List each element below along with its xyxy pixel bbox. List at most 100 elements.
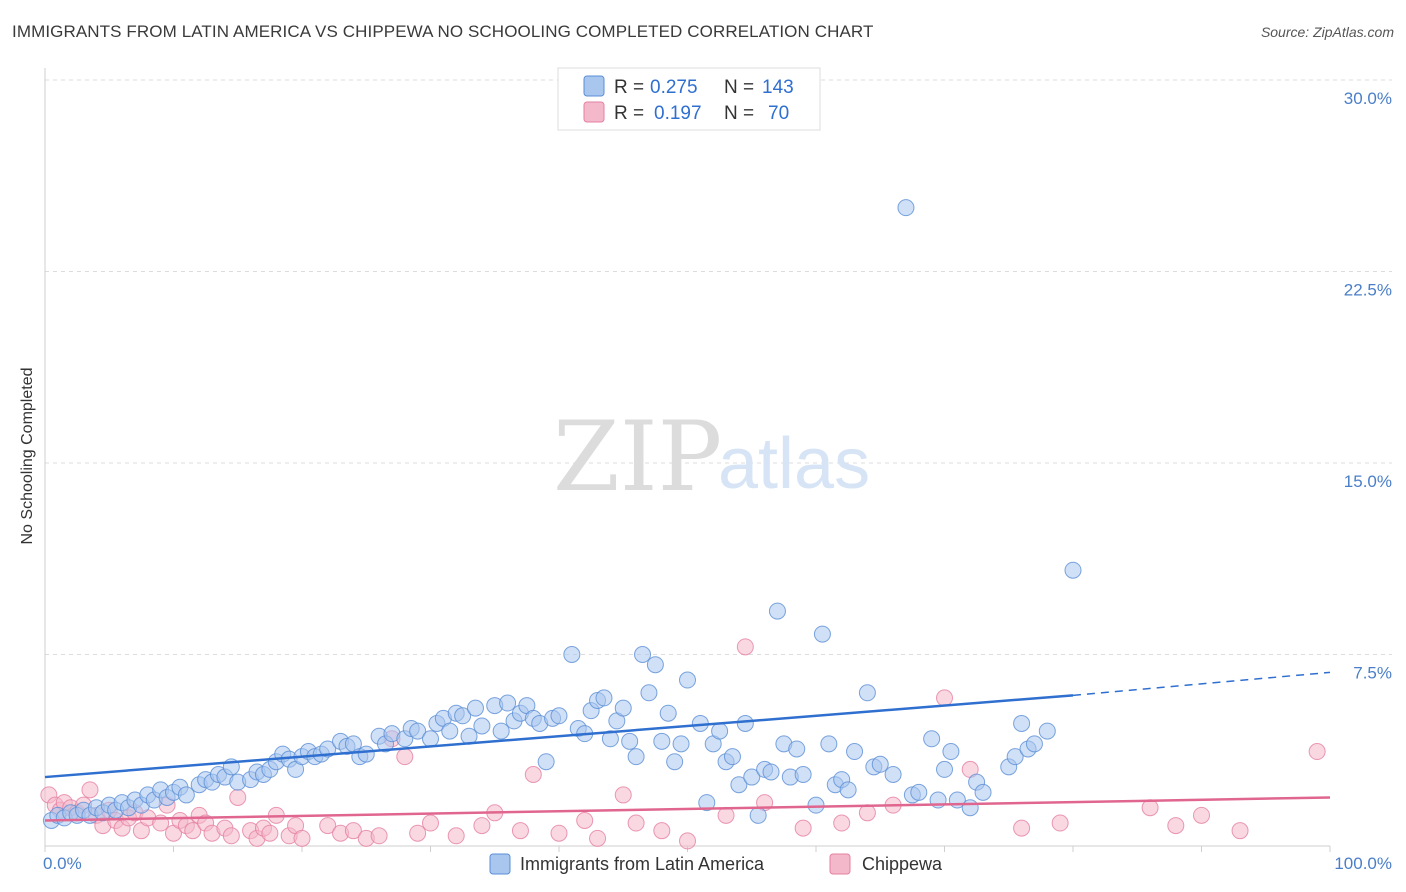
bottom-legend: Immigrants from Latin America Chippewa [489,853,943,875]
data-point [473,817,491,835]
data-point [261,824,279,842]
data-point [813,625,831,643]
data-point [672,735,690,753]
data-point [473,717,491,735]
x-tick-label: 0.0% [43,854,82,873]
data-point [653,822,671,840]
data-point [466,699,484,717]
watermark: ZIP atlas [553,401,870,513]
data-point [1025,735,1043,753]
data-point [319,740,337,758]
x-tick-label: 100.0% [1334,854,1392,873]
data-point [550,707,568,725]
trend-lines [44,671,1331,822]
data-point [936,760,953,778]
data-point [923,730,941,748]
watermark-zip: ZIP [553,401,722,513]
data-point [884,766,902,784]
data-point [81,781,99,799]
data-point [646,656,664,674]
data-point [492,722,510,740]
data-point [807,796,825,814]
y-tick-label: 30.0% [1344,89,1392,108]
data-point [1231,822,1249,840]
data-point [1006,748,1024,766]
data-point [762,763,780,781]
y-tick-label: 22.5% [1344,281,1392,300]
data-point [1064,561,1082,579]
data-point [743,768,761,786]
data-point [846,743,864,761]
data-point [614,786,632,804]
bottom-legend-swatch-pink [829,853,851,875]
data-point [679,671,696,689]
data-point [454,707,472,725]
data-point [621,732,639,750]
data-point [858,684,876,702]
legend-r-label-2: R = [614,103,644,124]
data-point [447,827,465,845]
y-tick-label: 7.5% [1353,664,1392,683]
data-point [563,646,581,663]
data-point [441,722,459,740]
legend-swatch-blue [583,75,605,97]
data-point [768,602,786,620]
data-point [910,783,928,801]
data-point [576,811,594,829]
legend-n-label-1: N = [724,77,754,98]
data-point [1308,743,1326,761]
chart-title: IMMIGRANTS FROM LATIN AMERICA VS CHIPPEW… [12,22,874,41]
data-point [222,827,240,845]
y-tick-labels: 7.5% 15.0% 22.5% 30.0% [1344,89,1392,683]
series-latin-america-points [42,199,1082,829]
data-point [794,819,812,837]
data-point [614,699,632,717]
data-point [627,748,645,766]
legend-swatch-pink [583,101,605,123]
data-point [711,722,729,740]
data-point [344,822,362,840]
data-point [1038,722,1056,740]
data-point [698,794,716,812]
data-point [839,781,857,799]
data-point [601,730,619,748]
bottom-legend-swatch-blue [489,853,511,875]
data-point [942,743,960,761]
data-point [749,806,767,824]
data-point [1141,799,1159,817]
source-credit: Source: ZipAtlas.com [1260,24,1394,40]
data-point [184,822,202,840]
legend-r-label-1: R = [614,77,644,98]
data-point [537,753,555,771]
y-tick-label: 15.0% [1344,472,1392,491]
data-point [524,766,542,784]
data-point [357,745,375,763]
data-point [820,735,838,753]
data-point [723,748,741,766]
data-point [794,766,812,784]
legend-r-value-1: 0.275 [650,77,698,98]
data-point [1193,806,1210,824]
legend-r-value-2: 0.197 [654,103,702,124]
data-point [499,694,517,712]
data-point [396,748,414,766]
data-point [1167,817,1185,835]
data-point [595,689,613,707]
data-point [1013,714,1031,732]
data-point [589,829,607,847]
data-point [788,740,806,758]
bottom-legend-label-blue: Immigrants from Latin America [520,854,765,874]
data-point [634,646,652,663]
data-point [961,799,979,817]
data-point [409,722,427,740]
data-point [730,776,748,794]
legend-n-value-2: 70 [768,103,789,124]
data-point [422,814,439,832]
data-point [627,814,645,832]
legend-n-label-2: N = [724,103,754,124]
data-point [653,732,671,750]
data-point [833,814,851,832]
grid-lines [45,79,1392,655]
data-point [871,755,889,773]
